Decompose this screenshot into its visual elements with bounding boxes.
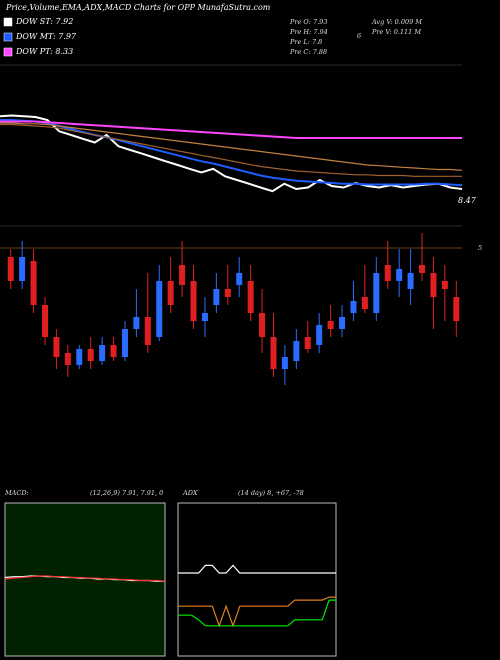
panel-subtitle: (12,26,9) 7.91, 7.91, 0 — [90, 489, 163, 497]
candle-body — [281, 357, 288, 369]
candle-body — [87, 349, 94, 361]
annotation: Pre L: 7.8 — [289, 38, 322, 46]
candle-body — [201, 313, 208, 321]
candle-body — [179, 265, 186, 285]
candle-body — [259, 313, 266, 337]
candle-body — [441, 281, 448, 289]
candle-body — [121, 329, 128, 357]
candle-body — [247, 281, 254, 313]
annotation: Pre H: 7.94 — [289, 28, 328, 36]
candle-body — [453, 297, 460, 321]
series-line — [0, 122, 463, 171]
annotation: Pre V: 0.111 M — [371, 28, 421, 36]
candle-body — [99, 345, 106, 361]
candle-body — [224, 289, 231, 297]
candle-body — [270, 337, 277, 369]
chart-title: Price,Volume,EMA,ADX,MACD Charts for OPP… — [5, 3, 271, 12]
series-line — [4, 575, 166, 582]
candle-body — [41, 305, 48, 337]
annotation: Pre O: 7.93 — [289, 18, 327, 26]
candle-body — [236, 273, 243, 285]
candle-body — [304, 337, 311, 349]
annotation: 6 — [357, 32, 361, 40]
candle-body — [350, 301, 357, 313]
candle-body — [64, 353, 71, 365]
legend-label: DOW MT: 7.97 — [15, 32, 77, 41]
candle-body — [419, 265, 426, 273]
legend-swatch — [3, 47, 13, 57]
candle-body — [144, 317, 151, 345]
candle-body — [293, 341, 300, 361]
panel-background — [4, 502, 166, 657]
candle-body — [190, 281, 197, 321]
legend: DOW ST: 7.92 DOW MT: 7.97 DOW PT: 8.33 — [3, 17, 77, 57]
annotation: Avg V: 0.009 M — [371, 18, 422, 26]
candle-body — [396, 269, 403, 281]
candle-body — [407, 273, 414, 289]
legend-swatch — [3, 17, 13, 27]
legend-label: DOW ST: 7.92 — [15, 17, 73, 26]
panel-background — [177, 502, 337, 657]
annotation: Pre C: 7.88 — [289, 48, 327, 56]
series-line — [178, 599, 336, 627]
series-line — [0, 123, 462, 177]
candle-body — [327, 321, 334, 329]
candle-body — [110, 345, 117, 357]
legend-label: DOW PT: 8.33 — [15, 47, 73, 56]
candle-body — [361, 297, 368, 309]
candle-body — [384, 265, 391, 281]
panel-title: ADX — [182, 489, 198, 497]
candle-body — [19, 257, 26, 281]
series-line — [178, 564, 336, 574]
candle-body — [133, 317, 140, 329]
series-line — [0, 120, 462, 139]
annotation: 5 — [478, 244, 482, 252]
candle-body — [339, 317, 346, 329]
candle-body — [53, 337, 60, 357]
series-line — [178, 596, 336, 628]
candle-body — [316, 325, 323, 345]
candle-body — [156, 281, 163, 337]
legend-swatch — [3, 32, 13, 42]
series-line — [0, 114, 463, 193]
candle-body — [76, 349, 83, 365]
candle-body — [373, 273, 380, 313]
panel-title: MACD: — [4, 489, 29, 497]
annotation: 8.47 — [458, 196, 477, 205]
panel-subtitle: (14 day) 8, +67, -78 — [238, 489, 304, 497]
info: Pre O: 7.93 Pre H: 7.94 Pre L: 7.8 Pre C: 7… — [289, 18, 477, 205]
candle-body — [213, 289, 220, 305]
candle-body — [30, 261, 37, 305]
candle-body — [167, 281, 174, 305]
candle-body — [7, 257, 14, 281]
candle-body — [430, 273, 437, 297]
series-line — [0, 119, 463, 187]
